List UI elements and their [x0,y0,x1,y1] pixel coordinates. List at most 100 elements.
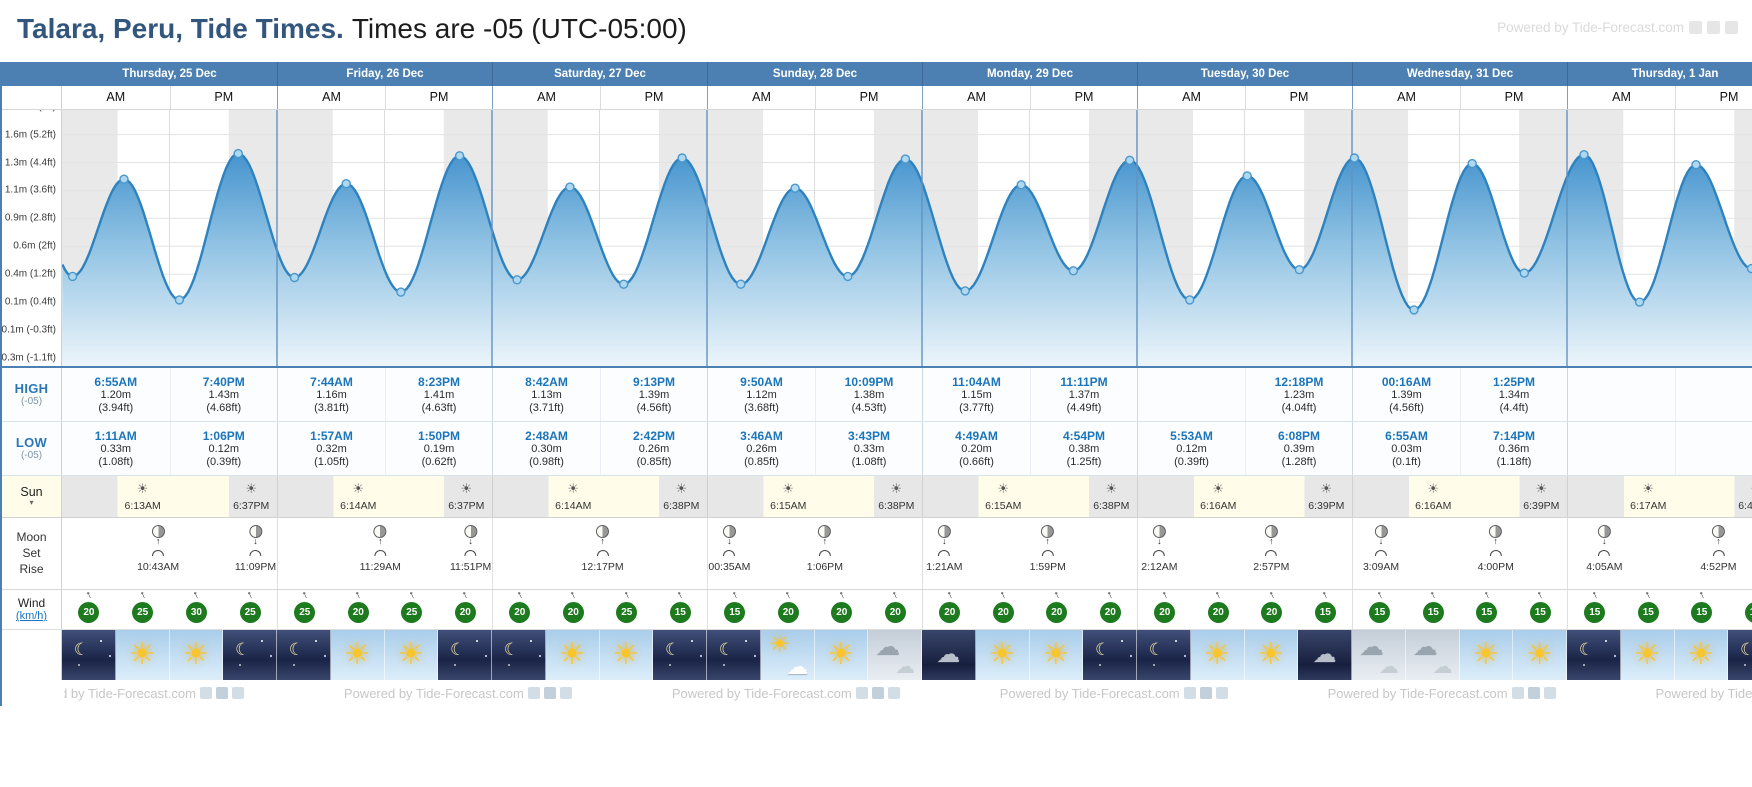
weather-cloudy-icon: ☁ ☁ [1405,630,1460,680]
low-entry: 3:46AM 0.26m (0.85ft) [740,429,783,469]
pm-label: PM [1245,86,1352,109]
sunrise-time: 6:13AM [124,500,161,512]
sunset-time: 6:37PM [448,500,485,512]
weather-day-cell: ☾☀☀☾ [277,630,492,680]
powered-by-text: Powered by Tide-Forecast.com [1327,685,1508,701]
ampm-cell: AM PM [1137,86,1352,109]
high-cell: 6:55AM 1.20m (3.94ft) [62,368,170,421]
share-icon[interactable] [855,687,868,699]
weather-row-label [2,630,62,680]
social-icon[interactable] [1707,21,1720,34]
wind-speed: ↑ 15 [1568,588,1622,629]
moon-set: ↓ 3:09AM [1363,525,1399,573]
tide-height-m: 0.38m [1068,442,1100,455]
wind-direction-icon: ↑ [353,588,364,602]
share-icon[interactable] [527,687,540,699]
tide-time: 9:13PM [632,374,676,389]
tide-table-widget: Thursday, 25 Dec Friday, 26 Dec Saturday, … [0,62,1752,706]
wind-speed: ↑ 15 [1407,588,1461,629]
pm-label: PM [1030,86,1137,109]
tide-height-m: 1.43m [208,388,240,401]
high-entry: 6:55AM 1.20m (3.94ft) [94,375,137,415]
low-cell: 2:42PM 0.26m (0.85ft) [600,422,707,475]
high-cell: 11:11PM 1.37m (4.49ft) [1030,368,1137,421]
wind-row: Wind (km/h) ↑ 20 ↑ 25 ↑ 30 ↑ 25 ↑ 25 ↑ 2… [2,588,1752,630]
sunset-icon: ☀ [890,481,903,496]
moon-time: 11:09PM [234,561,277,573]
moon-phase-icon [1152,525,1166,538]
share-icon[interactable] [1215,687,1228,699]
low-entry: 5:53AM 0.12m (0.39ft) [1170,429,1213,469]
sun-day-cell: ☀ 6:17AM ☀ 6:40PM [1567,476,1752,517]
moon-phase-icon [1489,525,1503,538]
pm-label: PM [169,86,278,109]
weather-sunny-icon: ☀ [1620,630,1675,680]
high-entry: 11:04AM 1.15m (3.77ft) [952,375,1001,415]
am-label: AM [1182,90,1201,104]
tide-height-ft: (4.04ft) [1281,401,1317,414]
weather-sunny-icon: ☀ [1190,630,1245,680]
moon-rise: ↑ 10:43AM [137,525,179,573]
share-icon[interactable] [199,687,212,699]
high-day-cell: 8:42AM 1.13m (3.71ft) 9:13PM 1.39m (4.56… [492,368,707,421]
wind-speed-value: 20 [1099,602,1121,623]
sun-row: Sun ▾ ☀ 6:13AM ☀ 6:37PM ☀ 6:14AM ☀ 6:37P… [2,476,1752,518]
wind-direction-icon: ↑ [1374,588,1385,602]
am-label: AM [322,90,341,104]
tide-height-m: 1.38m [853,388,885,401]
share-icon[interactable] [1543,687,1556,699]
wind-unit-link[interactable]: (km/h) [15,610,48,622]
weather-day-cell: ☾ ☀ ☀ ☁ [1137,630,1352,680]
moon-time: 4:52PM [1700,561,1737,573]
tide-time: 8:23PM [417,374,461,389]
tide-height-m: 0.30m [531,442,562,455]
sunrise-icon: ☀ [352,481,365,496]
low-day-cell: 4:49AM 0.20m (0.66ft) 4:54PM 0.38m (1.25… [922,422,1137,475]
share-icon[interactable] [887,687,900,699]
powered-by-text: Powered by Tide-Forecast.com [1497,20,1684,35]
wind-speed-value: 15 [1691,602,1713,623]
share-icon[interactable] [543,687,556,699]
tide-height-ft: (4.49ft) [1066,401,1102,414]
moon-rise-icon: ↑ [816,536,834,556]
share-icon[interactable] [231,687,244,699]
low-cell [1675,422,1752,475]
weather-night-icon: ☾ [1137,630,1191,680]
wind-speed-value: 15 [1476,602,1498,623]
social-icon[interactable] [1689,21,1702,34]
wind-speed-value: 20 [454,602,476,623]
wind-speed: ↑ 15 [708,588,762,629]
weather-partly-icon: ☀ ☁ [760,630,815,680]
share-icon[interactable] [871,687,884,699]
sunset: ☀ 6:37PM [233,481,269,514]
moon-rise: ↑ 4:52PM [1700,525,1737,573]
share-icon[interactable] [1199,687,1212,699]
tide-time: 3:46AM [740,428,783,443]
wind-speed-value: 15 [1422,602,1444,623]
sunset-time: 6:38PM [663,500,700,512]
pm-label: PM [600,86,707,109]
sun-day-cell: ☀ 6:14AM ☀ 6:37PM [277,476,492,517]
sunrise-icon: ☀ [782,481,795,496]
share-icon[interactable] [559,687,572,699]
moon-day-cell: ↑ 10:43AM ↓ 11:09PM [62,518,277,589]
wind-speed: ↑ 30 [170,588,224,629]
social-icon[interactable] [1725,21,1738,34]
sunset: ☀ 6:39PM [1308,481,1344,514]
high-day-cell: 9:50AM 1.12m (3.68ft) 10:09PM 1.38m (4.5… [707,368,922,421]
wind-speed: ↑ 20 [439,588,493,629]
sunset-icon: ☀ [1535,481,1548,496]
share-icon[interactable] [1511,687,1524,699]
wind-speed-value: 20 [509,602,531,623]
tide-time: 4:54PM [1062,428,1106,443]
moon-rise-icon: ↑ [1262,536,1280,556]
footer-row: Powered by Tide-Forecast.com Powered by … [64,680,1752,706]
high-day-cell: 12:18PM 1.23m (4.04ft) [1137,368,1352,421]
share-icon[interactable] [1527,687,1540,699]
share-icon[interactable] [1183,687,1196,699]
share-icon[interactable] [215,687,228,699]
ampm-cell: AM PM [277,86,492,109]
wind-speed: ↑ 20 [762,588,816,629]
high-entry: 00:16AM 1.39m (4.56ft) [1382,375,1431,415]
am-label: AM [752,90,771,104]
